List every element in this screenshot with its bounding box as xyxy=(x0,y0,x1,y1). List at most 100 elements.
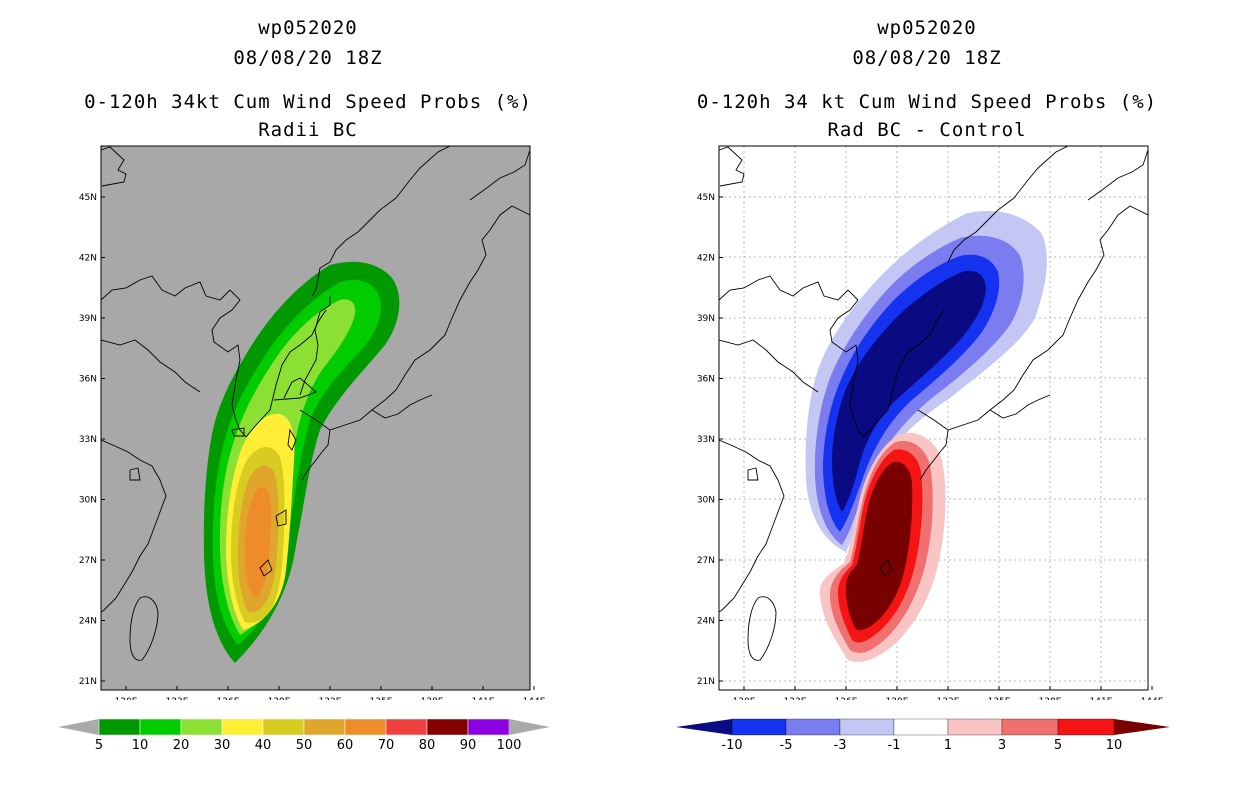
right-colorbar-label: -10 xyxy=(721,738,742,753)
left-colorbar-swatch xyxy=(467,718,510,736)
right-lat-label: 30N xyxy=(697,496,715,506)
left-colorbar: 5 10 20 30 40 50 60 70 80 90 100 xyxy=(58,718,550,753)
right-latitude-labels: 45N 42N 39N 36N 33N 30N 27N 24N 21N xyxy=(697,193,723,687)
left-lon-label: 138E xyxy=(421,697,444,700)
right-colorbar-swatch xyxy=(785,718,841,736)
right-colorbar-label: 10 xyxy=(1106,738,1123,753)
left-colorbar-underflow-arrow xyxy=(58,719,99,735)
right-colorbar-label: 5 xyxy=(1054,738,1062,753)
right-colorbar-label: -5 xyxy=(780,738,793,753)
left-prob-60-contour xyxy=(244,486,272,598)
right-map-frame xyxy=(718,145,1149,691)
right-title-product: 0-120h 34 kt Cum Wind Speed Probs (%) xyxy=(696,91,1158,113)
right-colorbar-label: 1 xyxy=(944,738,952,753)
right-colorbar-underflow-arrow xyxy=(676,719,732,735)
right-colorbar-label: -1 xyxy=(888,738,901,753)
right-colorbar-swatch xyxy=(1001,718,1059,736)
right-lon-label: 138E xyxy=(1039,697,1062,700)
left-lat-label: 21N xyxy=(79,677,97,687)
right-lat-label: 27N xyxy=(697,556,715,566)
left-lat-label: 39N xyxy=(79,314,97,324)
left-colorbar-swatch xyxy=(385,718,428,736)
left-colorbar-label: 50 xyxy=(296,738,313,753)
left-colorbar-label: 90 xyxy=(460,738,477,753)
right-lon-label: 129E xyxy=(886,697,909,700)
right-colorbar-swatch xyxy=(947,718,1003,736)
left-lon-label: 126E xyxy=(217,697,240,700)
left-colorbar-label: 30 xyxy=(214,738,231,753)
left-probability-map: 45N 42N 39N 36N 33N 30N 27N 24N 21N 120E 123E 126E… xyxy=(79,145,546,700)
right-diff-plus10-contour xyxy=(845,461,913,631)
left-latitude-labels: 45N 42N 39N 36N 33N 30N 27N 24N 21N xyxy=(79,193,105,687)
left-colorbar-swatch xyxy=(98,718,141,736)
left-lon-label: 144E xyxy=(523,697,546,700)
right-lon-label: 132E xyxy=(937,697,960,700)
right-colorbar-swatch xyxy=(839,718,895,736)
right-lat-label: 45N xyxy=(697,193,715,203)
right-title-subtitle: Rad BC - Control xyxy=(827,119,1027,141)
left-title-storm-id: wp052020 xyxy=(258,17,358,39)
left-lat-label: 30N xyxy=(79,496,97,506)
left-title-date: 08/08/20 18Z xyxy=(233,47,383,69)
right-colorbar-swatch xyxy=(893,718,949,736)
left-coastlines xyxy=(101,146,530,661)
left-colorbar-swatch xyxy=(344,718,387,736)
left-colorbar-swatch xyxy=(221,718,264,736)
right-coastlines xyxy=(719,146,1148,661)
left-lon-label: 132E xyxy=(319,697,342,700)
right-colorbar-label: -3 xyxy=(834,738,847,753)
right-title-date: 08/08/20 18Z xyxy=(852,47,1002,69)
left-lat-label: 33N xyxy=(79,435,97,445)
left-lon-label: 129E xyxy=(268,697,291,700)
left-colorbar-label: 70 xyxy=(378,738,395,753)
left-colorbar-label: 40 xyxy=(255,738,272,753)
left-colorbar-swatch xyxy=(139,718,182,736)
right-lon-label: 123E xyxy=(784,697,807,700)
left-lon-label: 135E xyxy=(370,697,393,700)
right-lat-label: 36N xyxy=(697,375,715,385)
left-colorbar-label: 5 xyxy=(95,738,103,753)
left-lon-label: 141E xyxy=(472,697,495,700)
left-colorbar-label: 10 xyxy=(132,738,149,753)
left-colorbar-swatch xyxy=(262,718,305,736)
right-colorbar-overflow-arrow xyxy=(1114,719,1170,735)
left-lat-label: 36N xyxy=(79,375,97,385)
right-lat-label: 33N xyxy=(697,435,715,445)
right-longitude-labels: 120E 123E 126E 129E 132E 135E 138E 141E 144E xyxy=(733,686,1164,700)
right-colorbar-label: 3 xyxy=(998,738,1006,753)
left-title-subtitle: Radii BC xyxy=(258,119,358,141)
left-lat-label: 42N xyxy=(79,254,97,264)
right-lat-label: 42N xyxy=(697,254,715,264)
left-map-frame xyxy=(100,145,531,691)
left-colorbar-label: 100 xyxy=(497,738,522,753)
left-colorbar-label: 60 xyxy=(337,738,354,753)
left-colorbar-swatch xyxy=(180,718,223,736)
right-lat-label: 21N xyxy=(697,677,715,687)
left-lat-label: 45N xyxy=(79,193,97,203)
right-lon-label: 141E xyxy=(1090,697,1113,700)
left-colorbar-swatch xyxy=(303,718,346,736)
right-map-background xyxy=(719,146,1148,690)
left-colorbar-label: 80 xyxy=(419,738,436,753)
right-lon-label: 120E xyxy=(733,697,756,700)
right-lon-label: 135E xyxy=(988,697,1011,700)
right-colorbar-swatch xyxy=(731,718,787,736)
right-lat-label: 39N xyxy=(697,314,715,324)
left-lat-label: 24N xyxy=(79,617,97,627)
right-lon-label: 144E xyxy=(1141,697,1164,700)
left-lon-label: 120E xyxy=(115,697,138,700)
right-colorbar: -10 -5 -3 -1 1 3 5 10 xyxy=(676,718,1170,753)
left-lon-label: 123E xyxy=(166,697,189,700)
right-colorbar-swatch xyxy=(1057,718,1115,736)
right-difference-map: 45N 42N 39N 36N 33N 30N 27N 24N 21N 120E 123E 126E… xyxy=(697,145,1164,700)
left-colorbar-swatch xyxy=(426,718,469,736)
right-title-storm-id: wp052020 xyxy=(877,17,977,39)
left-colorbar-label: 20 xyxy=(173,738,190,753)
left-lat-label: 27N xyxy=(79,556,97,566)
right-lat-label: 24N xyxy=(697,617,715,627)
left-longitude-labels: 120E 123E 126E 129E 132E 135E 138E 141E 144E xyxy=(115,686,546,700)
left-title-product: 0-120h 34kt Cum Wind Speed Probs (%) xyxy=(84,91,532,113)
left-colorbar-overflow-arrow xyxy=(509,719,550,735)
right-lon-label: 126E xyxy=(835,697,858,700)
right-diff-minus10-contour xyxy=(832,270,986,512)
